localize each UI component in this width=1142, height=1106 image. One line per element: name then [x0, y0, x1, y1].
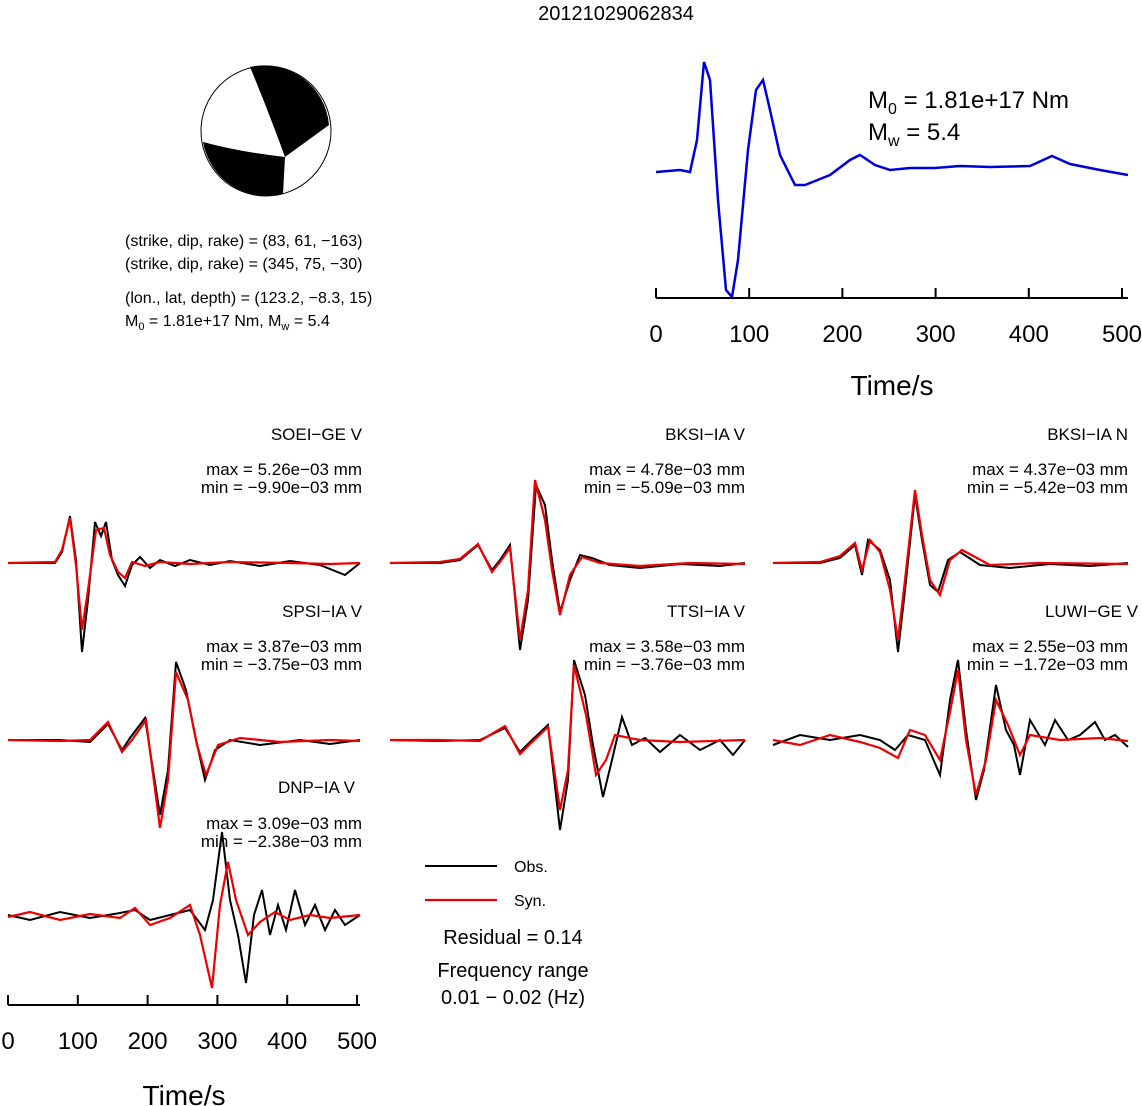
min: min = −1.72e−03 mm: [967, 655, 1128, 674]
min: min = −5.42e−03 mm: [967, 478, 1128, 497]
station: LUWI−GE V: [1045, 602, 1139, 621]
min: min = −5.09e−03 mm: [584, 478, 745, 497]
max: max = 4.78e−03 mm: [589, 460, 745, 479]
station: SOEI−GE V: [271, 425, 363, 444]
title: 20121029062834: [538, 3, 694, 25]
x-tick-label: 200: [128, 1028, 168, 1055]
freq-range: 0.01 − 0.02 (Hz): [441, 987, 585, 1009]
max: max = 2.55e−03 mm: [972, 637, 1128, 656]
stf-xlabel: Time/s: [851, 370, 934, 401]
trace-xlabel: Time/s: [143, 1080, 226, 1106]
x-tick-label: 500: [337, 1028, 377, 1055]
residual: Residual = 0.14: [443, 927, 583, 949]
x-tick-label: 200: [822, 321, 862, 348]
x-tick-label: 500: [1102, 321, 1142, 348]
legend: Obs. Syn. Residual = 0.14 Frequency rang…: [425, 859, 589, 1009]
max: max = 3.58e−03 mm: [589, 637, 745, 656]
max: max = 3.87e−03 mm: [206, 637, 362, 656]
legend-syn: Syn.: [514, 893, 546, 910]
x-tick-label: 100: [729, 321, 769, 348]
beachball: [200, 65, 332, 197]
plane2: (strike, dip, rake) = (345, 75, −30): [125, 256, 362, 273]
stf-m0: M0 = 1.81e+17 Nm: [868, 87, 1069, 118]
min: min = −3.75e−03 mm: [201, 655, 362, 674]
min: min = −9.90e−03 mm: [201, 478, 362, 497]
station: BKSI−IA N: [1047, 425, 1128, 444]
freq-title: Frequency range: [437, 960, 588, 982]
waveforms: [7, 479, 1129, 989]
moment: M0 = 1.81e+17 Nm, Mw = 5.4: [125, 313, 330, 333]
trace-labels: SOEI−GE V max = 5.26e−03 mm min = −9.90e…: [201, 425, 1139, 851]
max: max = 4.37e−03 mm: [972, 460, 1128, 479]
plane1: (strike, dip, rake) = (83, 61, −163): [125, 233, 362, 250]
stf-mw: Mw = 5.4: [868, 119, 960, 150]
x-tick-label: 300: [197, 1028, 237, 1055]
station: BKSI−IA V: [665, 425, 746, 444]
x-tick-label: 100: [58, 1028, 98, 1055]
stf-curve: [655, 61, 1129, 300]
station: SPSI−IA V: [282, 602, 363, 621]
station: DNP−IA V: [278, 778, 356, 797]
station: TTSI−IA V: [667, 602, 746, 621]
x-tick-label: 400: [267, 1028, 307, 1055]
max: max = 5.26e−03 mm: [206, 460, 362, 479]
legend-obs: Obs.: [514, 859, 548, 876]
x-tick-label: 400: [1009, 321, 1049, 348]
min: min = −3.76e−03 mm: [584, 655, 745, 674]
x-tick-label: 0: [1, 1028, 14, 1055]
min: min = −2.38e−03 mm: [201, 832, 362, 851]
location: (lon., lat, depth) = (123.2, −8.3, 15): [125, 290, 372, 307]
max: max = 3.09e−03 mm: [206, 814, 362, 833]
x-tick-label: 0: [649, 321, 662, 348]
x-tick-label: 300: [916, 321, 956, 348]
